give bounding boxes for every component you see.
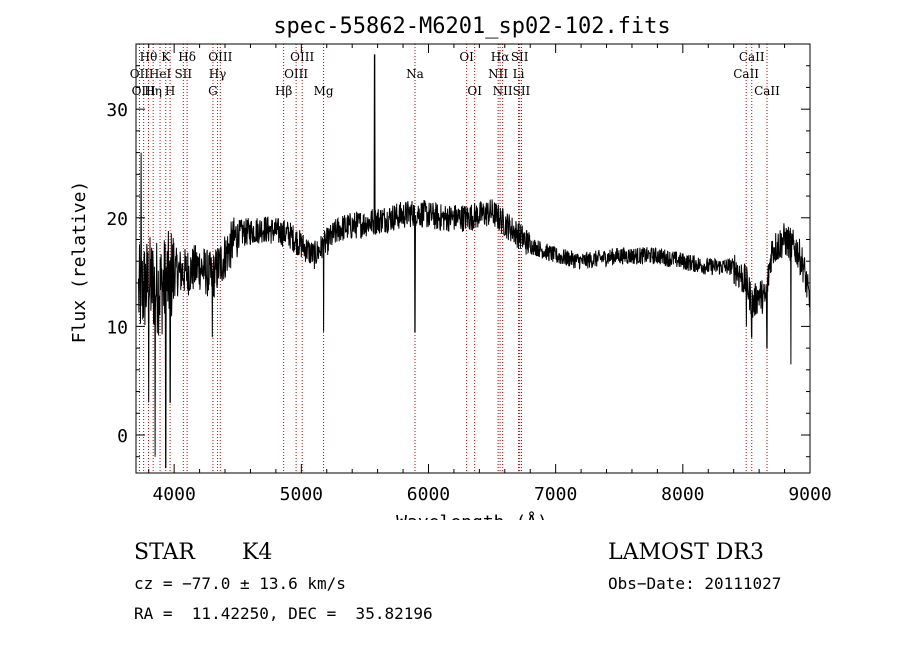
x-axis-ticks: 4000 5000 6000 7000 8000 9000 xyxy=(148,44,832,505)
line-label: NII xyxy=(493,84,513,98)
line-label: SII xyxy=(511,50,529,64)
survey-name: LAMOST DR3 xyxy=(608,540,764,565)
line-label: NII xyxy=(488,67,508,81)
plot-frame xyxy=(135,43,811,474)
object-subclass: K4 xyxy=(242,540,273,565)
line-label: CaII xyxy=(733,67,759,81)
x-tick-label: 4000 xyxy=(152,484,195,505)
line-label: CaII xyxy=(739,50,765,64)
line-label: CaII xyxy=(754,84,780,98)
y-tick-label: 10 xyxy=(106,317,128,338)
y-axis-label: Flux (relative) xyxy=(69,181,90,344)
spectrum-line xyxy=(138,54,811,469)
line-label: Hα xyxy=(491,50,510,64)
line-label: G xyxy=(208,84,218,98)
velocity-readout: cz = −77.0 ± 13.6 km/s xyxy=(134,574,346,593)
x-tick-label: 8000 xyxy=(661,484,704,505)
chart-title: spec-55862-M6201_sp02-102.fits xyxy=(273,14,670,39)
line-label: Hβ xyxy=(275,84,292,98)
x-tick-label: 5000 xyxy=(280,484,323,505)
line-label: Hθ xyxy=(140,50,158,64)
y-tick-label: 20 xyxy=(106,209,128,230)
x-tick-label: 7000 xyxy=(534,484,577,505)
y-tick-label: 30 xyxy=(106,100,128,121)
line-label: OIII xyxy=(284,67,308,81)
line-label: OIII xyxy=(208,50,232,64)
line-label: Li xyxy=(513,67,525,81)
x-tick-label: 9000 xyxy=(788,484,831,505)
line-label: HeI xyxy=(149,67,172,81)
line-label: Mg xyxy=(314,84,334,98)
line-label: OII xyxy=(130,67,150,81)
line-label: Hδ xyxy=(178,50,196,64)
obs-date: Obs−Date: 20111027 xyxy=(608,574,782,593)
line-label: Hη xyxy=(144,84,162,98)
line-label: SII xyxy=(513,84,531,98)
coordinates: RA = 11.42250, DEC = 35.82196 xyxy=(134,604,433,623)
object-class: STAR xyxy=(134,540,195,565)
line-label: SII xyxy=(174,67,192,81)
line-label: OIII xyxy=(290,50,314,64)
line-label: Na xyxy=(406,67,424,81)
y-tick-label: 0 xyxy=(117,426,128,447)
line-label: OI xyxy=(459,50,474,64)
spectrum-chart: spec-55862-M6201_sp02-102.fits OII OIII Hθ… xyxy=(69,14,832,533)
line-label: K xyxy=(161,50,171,64)
y-axis-ticks: 0 10 20 30 xyxy=(106,65,810,458)
line-label: H xyxy=(165,84,175,98)
x-axis-label: Wavelength (Å) xyxy=(396,511,548,520)
x-tick-label: 6000 xyxy=(407,484,450,505)
line-label: Hγ xyxy=(209,67,227,81)
line-label: OI xyxy=(467,84,482,98)
